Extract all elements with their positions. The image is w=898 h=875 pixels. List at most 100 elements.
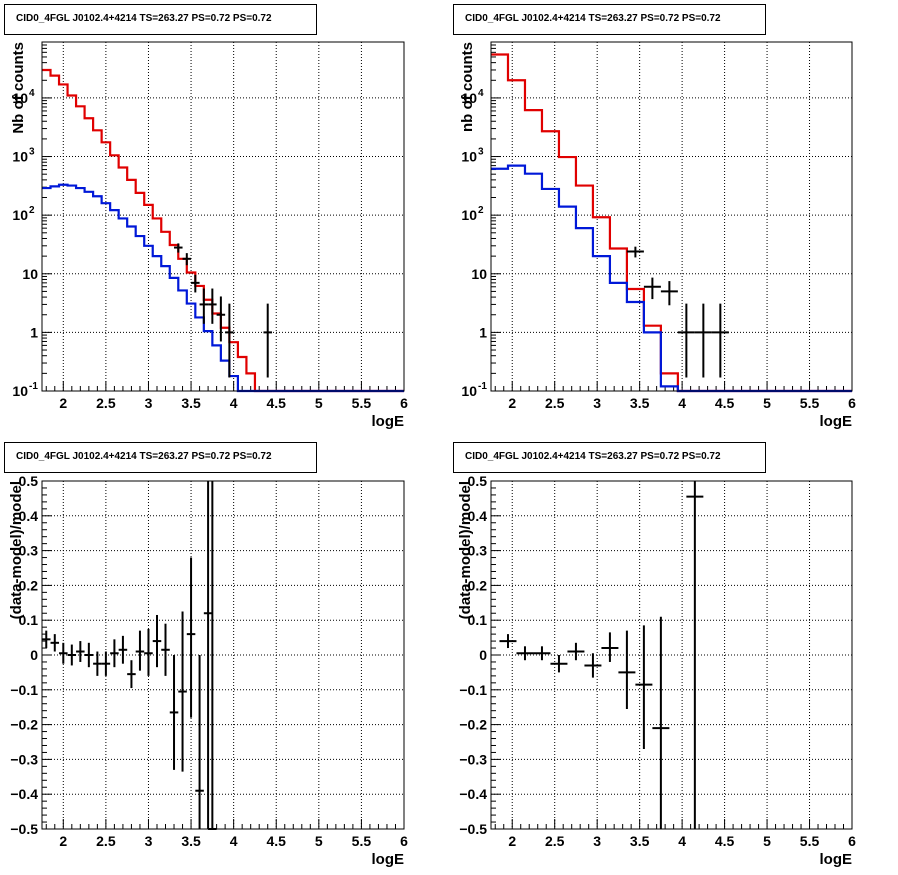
axis-ticks [491,480,853,830]
x-tick-label: 3 [593,833,601,849]
x-tick-labels: 2 2.5 3 3.5 4 4.5 5 5.5 6 [508,833,856,849]
histogram-line-red [491,53,852,393]
y-tick-label: 10 [12,383,28,399]
x-tick-label: 5 [763,395,771,411]
x-tick-label: 6 [400,395,408,411]
grid-lines [42,481,404,829]
data-point [76,641,85,662]
data-point [135,630,145,671]
y-tick-label-exponent: 4 [29,88,35,99]
y-tick-label: 0.2 [468,577,488,593]
x-tick-label: 3 [593,395,601,411]
x-tick-label: 2.5 [545,833,565,849]
data-point [686,481,704,829]
x-tick-label: 4.5 [267,833,287,849]
x-tick-label: 4 [230,833,238,849]
data-point [216,296,226,342]
chart-title: CID0_4FGL J0102.4+4214 TS=263.27 PS=0.72… [453,4,766,35]
y-tick-label: 1 [479,324,487,340]
data-points [42,481,217,830]
grid-lines [491,481,852,829]
x-tick-label: 6 [848,833,856,849]
y-axis-label: nb of counts [459,42,476,132]
data-point [50,634,60,652]
data-point [643,277,661,300]
y-tick-label: 0 [479,647,487,663]
data-point [499,634,517,649]
x-tick-label: 5.5 [352,395,372,411]
histogram-line-blue [42,183,404,393]
y-tick-labels: −0.5 −0.4 −0.3 −0.2 −0.1 0 0.1 0.2 0.3 0.4 0.5 [10,473,38,837]
x-tick-label: 5 [315,833,323,849]
y-tick-label: 0.5 [19,473,39,489]
y-axis-label: Nb of counts [10,42,27,134]
x-tick-label: 4 [678,395,686,411]
x-tick-labels: 2 2.5 3 3.5 4 4.5 5 5.5 6 [59,833,408,849]
histogram-line-blue [491,164,852,393]
x-tick-label: 5 [315,395,323,411]
pad-top-left: 2 2.5 3 3.5 4 4.5 5 5.5 6 10 -1 1 10 10 2 10 3 10 4 logE Nb … [0,0,449,438]
y-tick-label: 10 [461,149,477,165]
data-point [635,625,653,749]
y-tick-label-exponent: 4 [478,88,484,99]
x-axis-label: logE [372,413,405,430]
data-point [59,642,68,664]
grid-lines [42,42,404,391]
y-tick-label: 0.1 [468,612,488,628]
y-tick-label: 0.5 [468,473,488,489]
pad-bottom-right: 2 2.5 3 3.5 4 4.5 5 5.5 6 −0.5 −0.4 −0.3 −0.2 −0.1 0 0.… [449,438,898,875]
chart-title: CID0_4FGL J0102.4+4214 TS=263.27 PS=0.72… [453,442,766,473]
x-axis-label: logE [372,851,405,868]
x-tick-label: 5.5 [800,833,820,849]
y-tick-label: −0.5 [459,821,487,837]
data-point [195,655,204,829]
data-point [191,274,200,293]
data-points [626,246,729,378]
data-point [677,303,695,378]
y-tick-label: 0.2 [19,577,39,593]
x-tick-label: 6 [400,833,408,849]
data-point [182,253,192,266]
y-tick-label: −0.2 [459,717,487,733]
data-point [567,642,585,661]
chart-residual-right: 2 2.5 3 3.5 4 4.5 5 5.5 6 −0.5 −0.4 −0.3 −0.2 −0.1 0 0.… [457,473,856,868]
y-tick-label-exponent: 3 [478,147,484,158]
chart-title: CID0_4FGL J0102.4+4214 TS=263.27 PS=0.72… [4,442,317,473]
x-tick-label: 2 [59,833,67,849]
data-point [263,303,272,378]
data-point [199,288,209,324]
data-point [101,651,111,676]
axis-ticks [42,41,405,392]
plot-frame [41,480,405,830]
y-tick-label-exponent: 2 [478,205,484,216]
y-tick-label: 0.3 [468,543,488,559]
y-tick-label: 10 [12,207,28,223]
pad-top-right: 2 2.5 3 3.5 4 4.5 5 5.5 6 10 -1 1 10 10 2 10 3 10 4 logE nb … [449,0,898,438]
x-tick-label: 3.5 [630,833,650,849]
x-tick-label: 3.5 [181,395,201,411]
data-point [652,616,670,829]
y-tick-label: 0 [30,647,38,663]
grid-lines [491,42,852,391]
data-point [601,632,619,662]
plot-frame [490,41,853,392]
y-axis-label: (data-model)/model [8,481,25,619]
y-tick-label: 1 [30,324,38,340]
data-points [499,481,704,829]
data-point [152,614,162,668]
data-point [110,639,119,668]
x-tick-label: 4.5 [715,395,735,411]
x-tick-label: 2 [59,395,67,411]
x-tick-labels: 2 2.5 3 3.5 4 4.5 5 5.5 6 [508,395,856,411]
data-point [118,635,128,664]
y-tick-label: −0.1 [10,682,38,698]
data-point [208,288,217,324]
data-point [84,642,94,668]
data-point [711,303,729,378]
y-tick-label: −0.4 [10,786,38,802]
y-tick-label: −0.3 [10,751,38,767]
data-point [660,281,678,306]
data-point [533,646,551,661]
x-tick-label: 2.5 [545,395,565,411]
